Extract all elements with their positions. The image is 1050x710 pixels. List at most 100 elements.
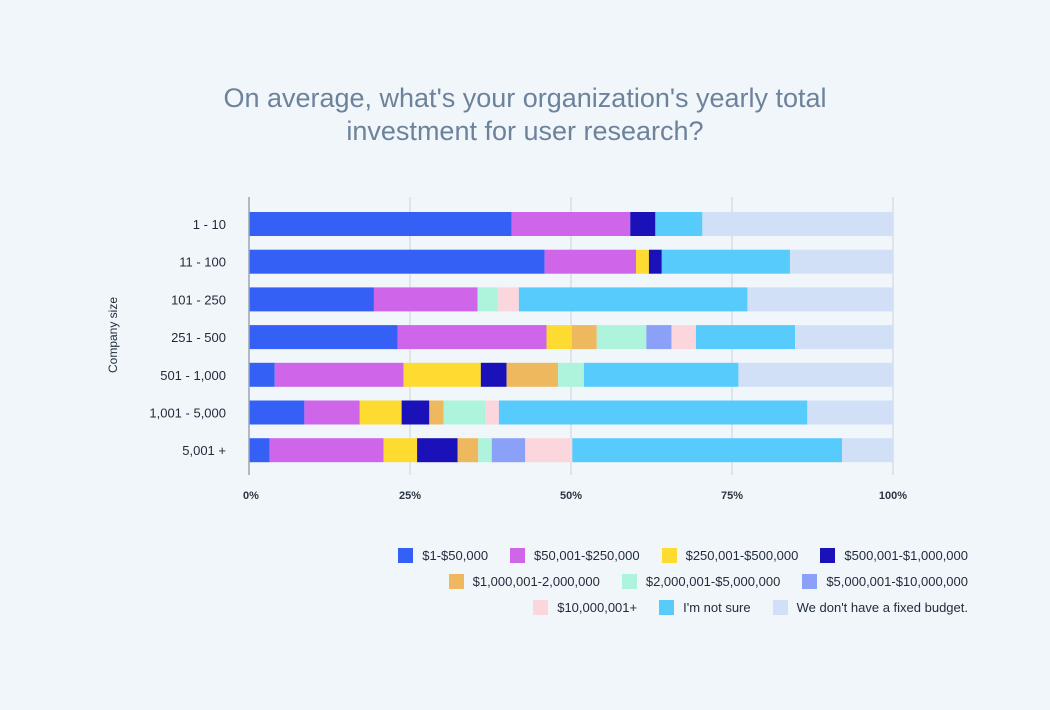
bar-segment bbox=[842, 438, 893, 463]
bar-segment bbox=[383, 438, 418, 463]
legend-label: $10,000,001+ bbox=[557, 600, 638, 615]
x-tick-label: 0% bbox=[243, 490, 259, 502]
y-tick-label: 251 - 500 bbox=[171, 330, 226, 345]
legend-swatch bbox=[621, 574, 637, 589]
bar-segment bbox=[630, 212, 656, 236]
bar-segment bbox=[457, 438, 479, 463]
legend-swatch bbox=[820, 548, 836, 563]
legend-item: $2,000,001-$5,000,000 bbox=[621, 574, 781, 589]
bar-segment bbox=[511, 212, 631, 236]
bar-segment bbox=[397, 325, 547, 350]
bar-segment bbox=[403, 362, 481, 387]
bar-segment bbox=[249, 212, 512, 236]
bar-segment bbox=[485, 400, 499, 425]
bar-segment bbox=[671, 325, 696, 350]
bar-segment bbox=[269, 438, 384, 463]
legend-label: $2,000,001-$5,000,000 bbox=[645, 574, 781, 589]
legend-item: $50,001-$250,000 bbox=[510, 548, 640, 563]
bar-segment bbox=[498, 400, 808, 425]
legend-item: $10,000,001+ bbox=[533, 600, 637, 615]
bar-segment bbox=[359, 400, 402, 425]
bar-segment bbox=[249, 249, 545, 274]
bar-segment bbox=[648, 249, 662, 274]
bar-segment bbox=[417, 438, 458, 463]
bar-segment bbox=[558, 362, 584, 387]
bar-segment bbox=[249, 287, 374, 312]
bar-segment bbox=[661, 249, 790, 274]
y-tick-label: 5,001 + bbox=[182, 443, 226, 458]
chart-title-line-1: On average, what's your organization's y… bbox=[223, 83, 827, 113]
chart-title-line-2: investment for user research? bbox=[346, 116, 704, 146]
x-tick-label: 25% bbox=[399, 490, 421, 502]
legend-swatch bbox=[398, 548, 414, 563]
y-tick-label: 1 - 10 bbox=[193, 217, 226, 232]
bar-segment bbox=[249, 438, 270, 463]
bar-segment bbox=[304, 400, 360, 425]
legend-swatch bbox=[659, 600, 675, 615]
bar-segment bbox=[636, 249, 649, 274]
bar-segment bbox=[795, 325, 893, 350]
bar-segment bbox=[702, 212, 893, 236]
bar-segment bbox=[401, 400, 430, 425]
bar-segment bbox=[807, 400, 893, 425]
bar-segment bbox=[646, 325, 672, 350]
legend-label: $250,001-$500,000 bbox=[685, 548, 799, 563]
y-tick-label: 501 - 1,000 bbox=[160, 368, 226, 383]
x-tick-label: 50% bbox=[560, 490, 582, 502]
legend-row: $1,000,001-2,000,000 $2,000,001-$5,000,00… bbox=[427, 574, 968, 589]
legend-label: $1,000,001-2,000,000 bbox=[472, 574, 600, 589]
bar-segment bbox=[249, 400, 305, 425]
bar-segment bbox=[525, 438, 573, 463]
bar-segment bbox=[491, 438, 526, 463]
bar-segment bbox=[789, 249, 893, 274]
bar-segment bbox=[373, 287, 478, 312]
legend-swatch bbox=[510, 548, 526, 563]
legend-item: $1,000,001-2,000,000 bbox=[448, 574, 600, 589]
bar-segment bbox=[571, 325, 597, 350]
bar-segment bbox=[738, 362, 893, 387]
bar-segment bbox=[478, 438, 492, 463]
bar-segment bbox=[443, 400, 486, 425]
y-tick-label: 1,001 - 5,000 bbox=[149, 406, 226, 421]
legend-label: $50,001-$250,000 bbox=[534, 548, 640, 563]
legend-label: We don't have a fixed budget. bbox=[796, 600, 968, 615]
bar-segment bbox=[429, 400, 444, 425]
bar-segment bbox=[695, 325, 796, 350]
bar-segment bbox=[498, 287, 519, 312]
bar-segment bbox=[477, 287, 499, 312]
bar-segment bbox=[596, 325, 647, 350]
bar-segment bbox=[546, 325, 572, 350]
legend-swatch bbox=[448, 574, 464, 589]
bar-segment bbox=[572, 438, 843, 463]
legend-label: $5,000,001-$10,000,000 bbox=[826, 574, 968, 589]
bar-segment bbox=[747, 287, 893, 312]
legend-item: We don't have a fixed budget. bbox=[772, 600, 968, 615]
legend-item: $500,001-$1,000,000 bbox=[820, 548, 968, 563]
legend-swatch bbox=[661, 548, 677, 563]
bar-segment bbox=[583, 362, 739, 387]
legend-swatch bbox=[533, 600, 549, 615]
bar-segment bbox=[518, 287, 748, 312]
y-axis-label: Company size bbox=[106, 297, 120, 373]
legend-row: $10,000,001+ I'm not sure We don't have a … bbox=[511, 600, 968, 615]
legend-label: $500,001-$1,000,000 bbox=[844, 548, 968, 563]
legend-item: I'm not sure bbox=[659, 600, 751, 615]
x-tick-label: 75% bbox=[721, 490, 743, 502]
legend-swatch bbox=[802, 574, 818, 589]
stacked-bar-chart: 0% 25% 50% 75% 100% 1 - 10 11 - 100 101 - 250 25… bbox=[106, 197, 907, 502]
bar-segment bbox=[544, 249, 637, 274]
bar-segment bbox=[480, 362, 507, 387]
y-tick-label: 101 - 250 bbox=[171, 292, 226, 307]
legend-row: $1-$50,000 $50,001-$250,000 $250,001-$500,… bbox=[376, 548, 968, 563]
bar-segment bbox=[249, 325, 398, 350]
legend-item: $250,001-$500,000 bbox=[661, 548, 799, 563]
bar-segment bbox=[506, 362, 559, 387]
y-tick-label: 11 - 100 bbox=[179, 255, 226, 270]
bar-segment bbox=[655, 212, 703, 236]
x-tick-label: 100% bbox=[879, 490, 907, 502]
legend-item: $1-$50,000 bbox=[398, 548, 488, 563]
legend-item: $5,000,001-$10,000,000 bbox=[802, 574, 968, 589]
bar-segment bbox=[249, 362, 275, 387]
chart-title: On average, what's your organization's y… bbox=[0, 82, 1050, 148]
legend-label: I'm not sure bbox=[683, 600, 751, 615]
